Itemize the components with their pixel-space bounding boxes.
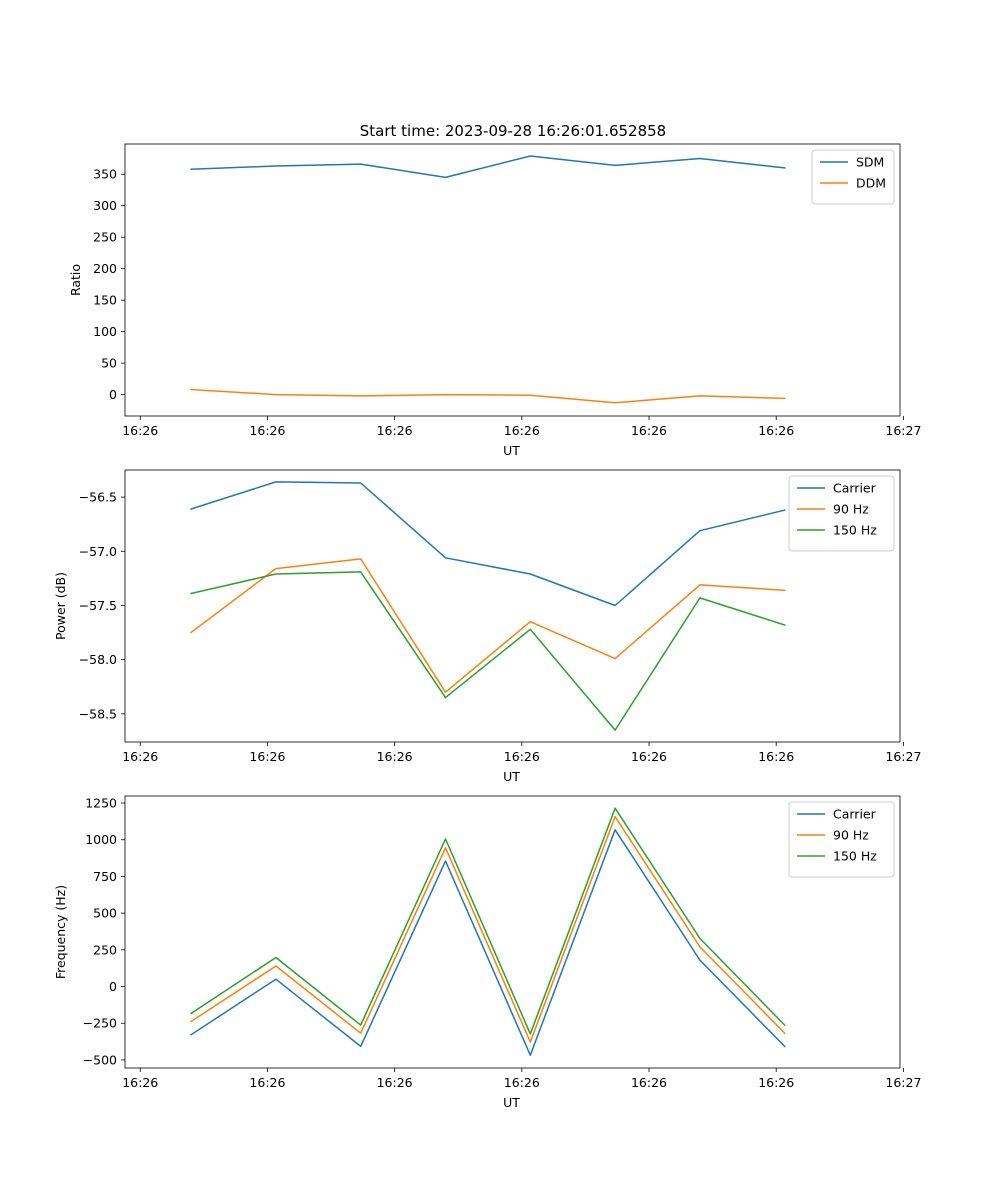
y-tick-label: −500 (83, 1052, 117, 1067)
y-axis-label: Frequency (Hz) (53, 885, 68, 979)
legend: Carrier 90 Hz 150 Hz (788, 801, 895, 878)
y-tick-label: −250 (83, 1016, 117, 1031)
x-tick-label: 16:26 (758, 1075, 794, 1090)
legend-label: Carrier (833, 481, 877, 496)
axes-frame (124, 795, 901, 1069)
y-axis-label: Ratio (68, 264, 83, 296)
subplot-1: 16:26 16:26 16:26 16:26 16:26 16:26 16:27 0 50 10… (68, 143, 921, 458)
x-axis-label: UT (503, 769, 520, 784)
axes-frame (124, 469, 901, 743)
x-tick-label: 16:26 (249, 423, 285, 438)
x-tick-label: 16:26 (249, 749, 285, 764)
subplot-2: 16:26 16:26 16:26 16:26 16:26 16:26 16:27 −58.5… (53, 469, 921, 784)
legend-label: Carrier (833, 807, 877, 822)
x-tick-label: 16:26 (122, 749, 158, 764)
x-tick-label: 16:27 (885, 749, 921, 764)
x-tick-label: 16:26 (504, 749, 540, 764)
y-tick-label: −58.5 (79, 706, 117, 721)
subplot-3: 16:26 16:26 16:26 16:26 16:26 16:26 16:27 −500 −… (53, 796, 921, 1110)
x-tick-label: 16:26 (631, 1075, 667, 1090)
x-tick-label: 16:26 (122, 423, 158, 438)
axes-frame (124, 143, 901, 417)
y-tick-label: 0 (109, 387, 117, 402)
x-tick-label: 16:26 (377, 1075, 413, 1090)
y-tick-label: −57.0 (79, 544, 117, 559)
series-line-carrier (190, 481, 786, 607)
legend-label: DDM (856, 176, 886, 191)
legend-box (788, 475, 895, 552)
series-line-sdm (190, 155, 786, 179)
x-tick-label: 16:26 (631, 749, 667, 764)
y-axis-label: Power (dB) (53, 572, 68, 640)
y-tick-label: 750 (93, 869, 117, 884)
series-line-90-hz (190, 558, 786, 693)
y-tick-label: 200 (93, 261, 117, 276)
series-line-90-hz (190, 815, 786, 1043)
legend: Carrier 90 Hz 150 Hz (788, 475, 895, 552)
x-tick-label: 16:26 (377, 749, 413, 764)
legend-label: 150 Hz (833, 523, 877, 538)
series-line-carrier (190, 829, 786, 1056)
y-tick-label: 250 (93, 230, 117, 245)
legend-label: 150 Hz (833, 849, 877, 864)
x-axis-label: UT (503, 443, 520, 458)
legend-box (788, 801, 895, 878)
y-tick-label: 100 (93, 324, 117, 339)
x-tick-label: 16:27 (885, 1075, 921, 1090)
figure-title: Start time: 2023-09-28 16:26:01.652858 (360, 122, 666, 140)
y-tick-label: 500 (93, 906, 117, 921)
y-tick-label: 50 (101, 356, 117, 371)
y-tick-label: 300 (93, 198, 117, 213)
y-tick-label: 150 (93, 293, 117, 308)
x-tick-label: 16:26 (377, 423, 413, 438)
y-tick-label: 1000 (85, 832, 117, 847)
legend-label: 90 Hz (833, 502, 869, 517)
x-tick-label: 16:26 (504, 423, 540, 438)
x-axis-label: UT (503, 1095, 520, 1110)
y-tick-label: 250 (93, 942, 117, 957)
x-tick-label: 16:26 (122, 1075, 158, 1090)
series-line-150-hz (190, 571, 786, 731)
legend-box (811, 149, 895, 205)
y-tick-label: 350 (93, 167, 117, 182)
x-tick-label: 16:26 (758, 749, 794, 764)
series-line-ddm (190, 388, 786, 404)
legend-label: SDM (856, 155, 884, 170)
x-tick-label: 16:26 (504, 1075, 540, 1090)
x-tick-label: 16:26 (631, 423, 667, 438)
y-tick-label: 0 (109, 979, 117, 994)
series-line-150-hz (190, 807, 786, 1035)
legend-label: 90 Hz (833, 828, 869, 843)
y-tick-label: −58.0 (79, 652, 117, 667)
x-tick-label: 16:26 (249, 1075, 285, 1090)
legend: SDM DDM (811, 149, 895, 205)
x-tick-label: 16:26 (758, 423, 794, 438)
y-tick-label: −57.5 (79, 598, 117, 613)
y-tick-label: 1250 (85, 796, 117, 811)
y-tick-label: −56.5 (79, 490, 117, 505)
x-tick-label: 16:27 (885, 423, 921, 438)
